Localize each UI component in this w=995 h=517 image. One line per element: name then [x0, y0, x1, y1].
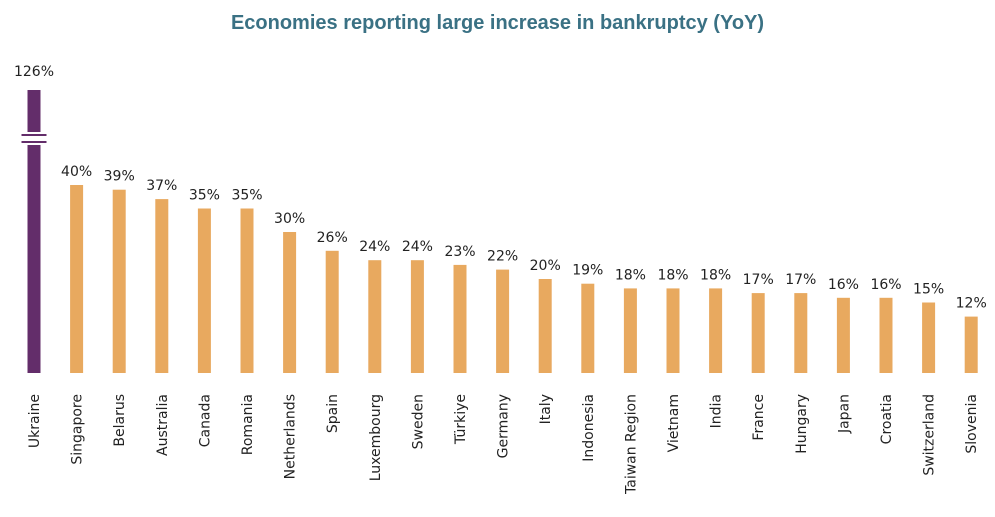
bar-canada [197, 208, 211, 373]
category-label: Italy [538, 394, 554, 424]
category-label: Romania [240, 394, 256, 455]
category-label: Hungary [794, 394, 810, 454]
category-label: Slovenia [964, 394, 980, 454]
value-label: 24% [359, 239, 390, 255]
bar-france [751, 293, 765, 373]
bar-singapore [70, 185, 84, 373]
value-label: 26% [317, 230, 348, 246]
bar-japan [836, 297, 850, 373]
bar-slovenia [964, 316, 978, 373]
value-label: 17% [785, 272, 816, 288]
category-label: Switzerland [922, 394, 938, 476]
category-label: Australia [155, 394, 171, 456]
bar-indonesia [581, 283, 595, 373]
value-label: 12% [956, 296, 987, 312]
bar-luxembourg [368, 260, 382, 373]
bar-croatia [879, 297, 893, 373]
bar-ukraine-lower [27, 145, 41, 373]
bar-germany [496, 269, 510, 373]
value-label: 18% [700, 267, 731, 283]
bar-sweden [410, 260, 424, 373]
category-label: Singapore [70, 394, 86, 465]
value-label: 20% [530, 258, 561, 274]
category-label: Taiwan Region [623, 394, 639, 495]
value-label: 16% [828, 277, 859, 293]
category-label: Netherlands [283, 394, 299, 479]
bar-romania [240, 208, 254, 373]
category-label: Indonesia [581, 394, 597, 462]
value-label: 15% [913, 282, 944, 298]
bar-ukraine-upper [27, 90, 41, 132]
category-label: Croatia [879, 394, 895, 444]
value-label: 17% [743, 272, 774, 288]
category-label: Canada [197, 394, 213, 447]
category-label: Belarus [112, 394, 128, 447]
value-label: 39% [104, 169, 135, 185]
bar-italy [538, 279, 552, 373]
category-label: India [709, 394, 725, 428]
bar-spain [325, 250, 339, 373]
bar-hungary [794, 293, 808, 373]
bar-vietnam [666, 288, 680, 373]
bar-india [709, 288, 723, 373]
category-label: Japan [836, 394, 852, 434]
value-label: 24% [402, 239, 433, 255]
bar-belarus [112, 189, 126, 373]
bar-türkiye [453, 264, 467, 373]
category-label: Sweden [410, 394, 426, 449]
category-label: Vietnam [666, 394, 682, 452]
value-label: 40% [61, 164, 92, 180]
value-label: 22% [487, 249, 518, 265]
category-label: Luxembourg [368, 394, 384, 481]
value-label: 19% [572, 263, 603, 279]
value-label: 30% [274, 211, 305, 227]
chart-title: Economies reporting large increase in ba… [230, 12, 765, 34]
bar-australia [155, 199, 169, 373]
value-label: 18% [615, 267, 646, 283]
bar-switzerland [922, 302, 936, 373]
value-label: 23% [444, 244, 475, 260]
category-label: Türkiye [453, 394, 469, 445]
value-label: 35% [189, 188, 220, 204]
value-label: 126% [14, 64, 54, 80]
category-label: Spain [325, 394, 341, 433]
category-label: Germany [496, 394, 512, 458]
value-label: 18% [657, 267, 688, 283]
bar-netherlands [283, 232, 297, 373]
value-label: 37% [146, 178, 177, 194]
value-label: 35% [231, 188, 262, 204]
category-label: Ukraine [27, 394, 43, 448]
value-label: 16% [870, 277, 901, 293]
category-label: France [751, 394, 767, 441]
bar-taiwan-region [623, 288, 637, 373]
